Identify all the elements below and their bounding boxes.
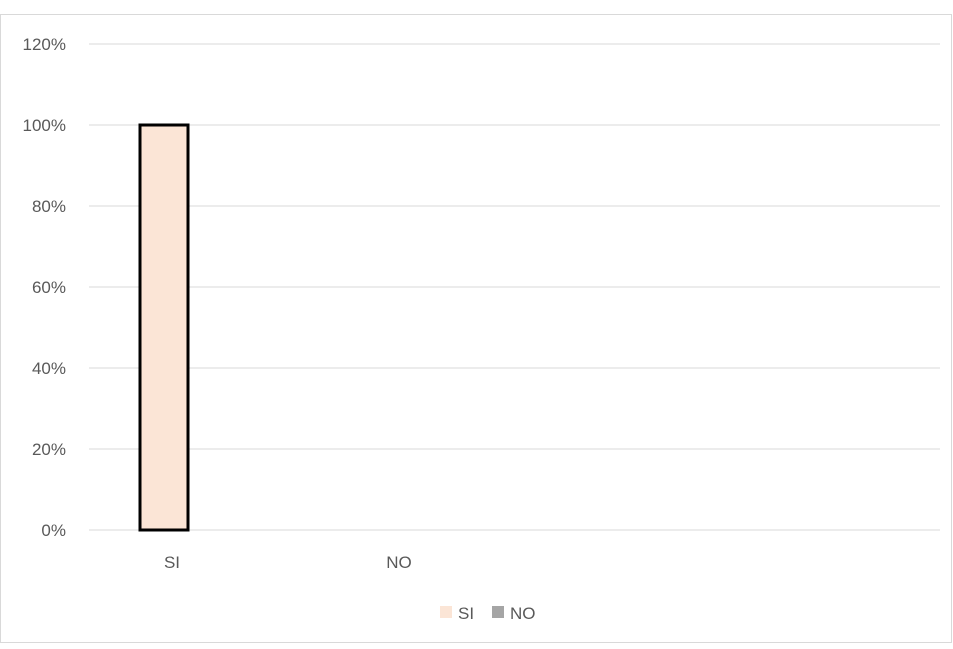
y-tick-label: 40%	[32, 359, 66, 378]
y-axis-tick-labels: 0% 20% 40% 60% 80% 100% 120%	[23, 35, 66, 540]
legend: SI NO	[440, 604, 536, 623]
x-tick-label: NO	[386, 553, 412, 572]
y-tick-label: 60%	[32, 278, 66, 297]
y-tick-label: 120%	[23, 35, 66, 54]
bar-si	[138, 123, 190, 532]
y-tick-label: 20%	[32, 440, 66, 459]
x-axis-tick-labels: SI NO	[164, 553, 412, 572]
legend-label: SI	[458, 604, 474, 623]
legend-label: NO	[510, 604, 536, 623]
y-tick-label: 0%	[41, 521, 66, 540]
bars	[138, 123, 190, 532]
y-tick-label: 80%	[32, 197, 66, 216]
legend-swatch	[440, 606, 452, 618]
y-tick-label: 100%	[23, 116, 66, 135]
gridlines	[89, 43, 940, 531]
legend-swatch	[492, 606, 504, 618]
x-tick-label: SI	[164, 553, 180, 572]
